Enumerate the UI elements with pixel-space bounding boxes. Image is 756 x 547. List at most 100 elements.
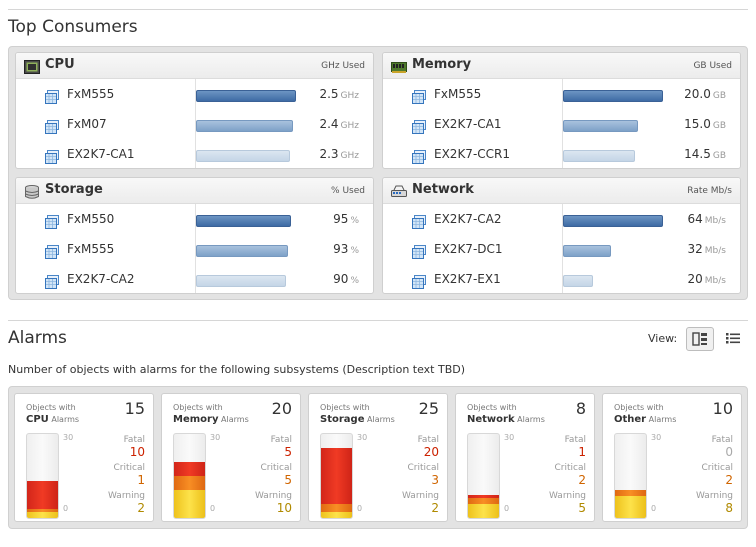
consumer-row[interactable]: EX2K7-CA1 15.0 GB bbox=[383, 109, 740, 143]
consumer-name[interactable]: FxM555 bbox=[67, 87, 115, 101]
panel-header: Memory GB Used bbox=[383, 53, 740, 79]
consumer-name[interactable]: EX2K7-CA2 bbox=[67, 272, 135, 286]
critical-segment bbox=[321, 504, 352, 512]
warning-count: 5 bbox=[578, 501, 586, 515]
warning-segment bbox=[27, 512, 58, 518]
warning-label: Warning bbox=[695, 491, 733, 501]
scale-min: 0 bbox=[63, 504, 69, 513]
consumer-name[interactable]: FxM07 bbox=[67, 117, 107, 131]
consumer-name[interactable]: EX2K7-DC1 bbox=[434, 242, 503, 256]
panel-unit-label: % Used bbox=[331, 186, 365, 196]
critical-segment bbox=[174, 476, 205, 490]
column-divider bbox=[195, 264, 196, 293]
panel-header: Storage % Used bbox=[16, 178, 373, 204]
usage-unit: Mb/s bbox=[704, 246, 726, 256]
usage-value: 95% bbox=[333, 212, 359, 226]
usage-bar bbox=[563, 275, 673, 287]
consumer-name[interactable]: EX2K7-CA2 bbox=[434, 212, 502, 226]
fatal-segment bbox=[27, 481, 58, 509]
subsystem-name: Storage bbox=[320, 414, 365, 425]
usage-number: 95 bbox=[333, 212, 349, 226]
column-divider bbox=[562, 264, 563, 293]
card-heading: Objects with Memory Alarms bbox=[173, 402, 249, 426]
panel-unit-label: GHz Used bbox=[321, 61, 365, 71]
consumer-row[interactable]: FxM555 20.0 GB bbox=[383, 79, 740, 113]
critical-segment bbox=[27, 509, 58, 512]
objects-with-label: Objects with bbox=[173, 403, 223, 412]
panel-network: Network Rate Mb/s EX2K7-CA2 64 Mb/s EX2K7-DC1… bbox=[382, 177, 741, 294]
usage-number: 2.3 bbox=[319, 147, 339, 161]
usage-number: 93 bbox=[333, 242, 349, 256]
usage-bar bbox=[563, 245, 673, 257]
view-label: View: bbox=[648, 332, 678, 345]
consumer-name[interactable]: FxM555 bbox=[67, 242, 115, 256]
list-view-icon bbox=[726, 333, 740, 344]
virtual-machine-icon bbox=[45, 274, 59, 289]
alarm-card-memory[interactable]: Objects with Memory Alarms 20 30 0 Fatal 5 Crit… bbox=[161, 393, 301, 522]
fatal-count: 5 bbox=[284, 445, 292, 459]
panel-unit-label: Rate Mb/s bbox=[687, 186, 732, 196]
consumer-row[interactable]: FxM07 2.4 GHz bbox=[16, 109, 373, 143]
critical-count: 2 bbox=[725, 473, 733, 487]
consumer-row[interactable]: FxM550 95% bbox=[16, 204, 373, 238]
memory-module-icon bbox=[391, 59, 407, 73]
consumer-row[interactable]: EX2K7-DC1 32 Mb/s bbox=[383, 234, 740, 268]
card-heading: Objects with Storage Alarms bbox=[320, 402, 395, 426]
virtual-machine-icon bbox=[412, 89, 426, 104]
consumer-name[interactable]: EX2K7-CA1 bbox=[434, 117, 502, 131]
usage-value: 93% bbox=[333, 242, 359, 256]
objects-with-label: Objects with bbox=[26, 403, 76, 412]
fatal-label: Fatal bbox=[564, 435, 586, 445]
panel-title: CPU bbox=[45, 57, 75, 72]
consumer-row[interactable]: EX2K7-CA2 64 Mb/s bbox=[383, 204, 740, 238]
consumer-row[interactable]: FxM555 2.5 GHz bbox=[16, 79, 373, 113]
alarm-total: 20 bbox=[271, 399, 292, 418]
view-grid-button[interactable] bbox=[686, 327, 714, 351]
usage-bar-fill bbox=[563, 275, 593, 287]
column-divider bbox=[562, 79, 563, 113]
top-divider bbox=[8, 9, 748, 10]
alarm-card-network[interactable]: Objects with Network Alarms 8 30 0 Fatal 1 Crit… bbox=[455, 393, 595, 522]
consumer-row[interactable]: FxM555 93% bbox=[16, 234, 373, 268]
usage-number: 20.0 bbox=[684, 87, 711, 101]
alarm-card-storage[interactable]: Objects with Storage Alarms 25 30 0 Fatal 20 Cr… bbox=[308, 393, 448, 522]
objects-with-label: Objects with bbox=[467, 403, 517, 412]
grid-view-icon bbox=[692, 332, 707, 346]
card-heading: Objects with CPU Alarms bbox=[26, 402, 79, 426]
warning-count: 2 bbox=[431, 501, 439, 515]
panel-title: Storage bbox=[45, 182, 103, 197]
usage-bar bbox=[563, 90, 673, 102]
consumer-row[interactable]: EX2K7-CA1 2.3 GHz bbox=[16, 139, 373, 168]
critical-segment bbox=[468, 498, 499, 504]
critical-label: Critical bbox=[554, 463, 586, 473]
warning-label: Warning bbox=[548, 491, 586, 501]
consumer-name[interactable]: FxM550 bbox=[67, 212, 115, 226]
top-consumers-grid: CPU GHz Used FxM555 2.5 GHz FxM07 2.4 GHz EX2K7-… bbox=[8, 46, 748, 300]
virtual-machine-icon bbox=[412, 214, 426, 229]
virtual-machine-icon bbox=[45, 244, 59, 259]
consumer-row[interactable]: EX2K7-EX1 20 Mb/s bbox=[383, 264, 740, 293]
consumer-row[interactable]: EX2K7-CCR1 14.5 GB bbox=[383, 139, 740, 168]
alarm-card-cpu[interactable]: Objects with CPU Alarms 15 30 0 Fatal 10 Critic… bbox=[14, 393, 154, 522]
critical-label: Critical bbox=[407, 463, 439, 473]
warning-segment bbox=[468, 504, 499, 518]
consumer-name[interactable]: FxM555 bbox=[434, 87, 482, 101]
alarm-card-other[interactable]: Objects with Other Alarms 10 30 0 Fatal 0 Criti… bbox=[602, 393, 742, 522]
usage-number: 64 bbox=[687, 212, 703, 226]
usage-bar bbox=[563, 150, 673, 162]
consumer-row[interactable]: EX2K7-CA2 90% bbox=[16, 264, 373, 293]
card-heading: Objects with Network Alarms bbox=[467, 402, 545, 426]
fatal-label: Fatal bbox=[711, 435, 733, 445]
consumer-name[interactable]: EX2K7-CA1 bbox=[67, 147, 135, 161]
consumer-name[interactable]: EX2K7-CCR1 bbox=[434, 147, 511, 161]
critical-segment bbox=[615, 490, 646, 496]
database-icon bbox=[24, 184, 40, 199]
usage-bar-fill bbox=[196, 150, 290, 162]
usage-bar-fill bbox=[196, 90, 296, 102]
view-list-button[interactable] bbox=[720, 327, 748, 351]
consumer-name[interactable]: EX2K7-EX1 bbox=[434, 272, 501, 286]
panel-header: Network Rate Mb/s bbox=[383, 178, 740, 204]
usage-bar-fill bbox=[196, 275, 286, 287]
panel-cpu: CPU GHz Used FxM555 2.5 GHz FxM07 2.4 GHz EX2K7-… bbox=[15, 52, 374, 169]
usage-number: 20 bbox=[687, 272, 703, 286]
